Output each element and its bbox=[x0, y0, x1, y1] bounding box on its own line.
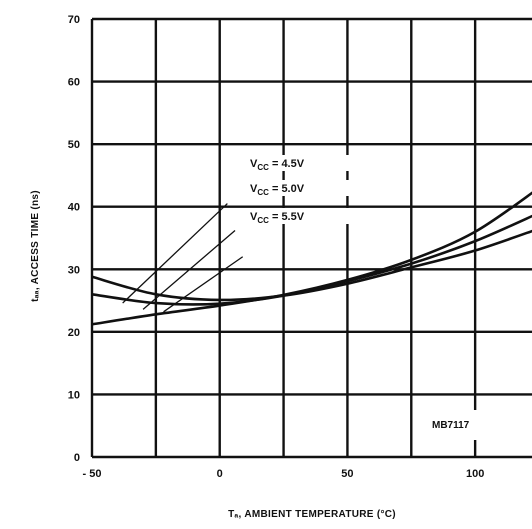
y-tick-label: 70 bbox=[68, 14, 80, 26]
y-tick-label: 0 bbox=[74, 452, 80, 464]
annotation-bg bbox=[247, 208, 359, 224]
y-axis-label: tₐₐ, ACCESS TIME (ns) bbox=[30, 190, 41, 302]
annotation-bg bbox=[247, 155, 359, 171]
x-tick-label: - 50 bbox=[83, 468, 102, 480]
x-tick-label: 100 bbox=[466, 468, 484, 480]
series-line bbox=[91, 214, 532, 306]
x-tick-label: 0 bbox=[217, 468, 223, 480]
x-axis-label: Tₐ, AMBIENT TEMPERATURE (°C) bbox=[228, 509, 396, 520]
y-tick-label: 40 bbox=[68, 202, 80, 214]
x-tick-label: 50 bbox=[341, 468, 353, 480]
y-tick-label: 30 bbox=[68, 264, 80, 276]
annotation-label: VCC = 5.5V bbox=[250, 211, 305, 225]
grid bbox=[90, 17, 532, 459]
y-tick-label: 20 bbox=[68, 327, 80, 339]
y-tick-label: 50 bbox=[68, 139, 80, 151]
y-tick-labels: 0 10 20 30 40 50 60 70 bbox=[68, 14, 80, 464]
y-tick-label: 60 bbox=[68, 77, 80, 89]
annotation-leader bbox=[163, 256, 244, 313]
annotation-label: VCC = 4.5V bbox=[250, 158, 305, 172]
series-lines bbox=[91, 191, 532, 326]
annotation-leader bbox=[142, 229, 236, 310]
x-tick-labels: - 50 0 50 100 bbox=[83, 468, 485, 480]
annotation-leaders bbox=[122, 203, 244, 313]
annotations: VCC = 4.5V VCC = 5.0V VCC = 5.5V bbox=[247, 155, 359, 225]
figure-id: MB7117 bbox=[432, 420, 470, 431]
annotation-label: VCC = 5.0V bbox=[250, 183, 305, 197]
watermark-box bbox=[424, 410, 500, 440]
annotation-bg bbox=[247, 180, 359, 196]
series-line bbox=[91, 229, 532, 302]
annotation-leader bbox=[122, 203, 228, 304]
y-tick-label: 10 bbox=[68, 389, 80, 401]
